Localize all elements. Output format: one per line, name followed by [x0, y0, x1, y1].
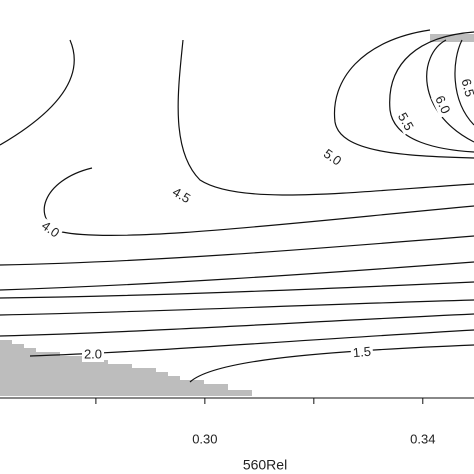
masked-region — [430, 34, 474, 42]
x-tick-label: 0.34 — [410, 431, 435, 446]
x-tick-label: 0.30 — [192, 431, 217, 446]
contour-line — [43, 167, 474, 237]
contour-line — [29, 329, 474, 357]
contour-label-bg — [167, 184, 195, 208]
contour-label: 5.0 — [321, 146, 344, 169]
contour-label: 4.0 — [39, 218, 62, 241]
x-axis-label: 560Rel — [243, 457, 287, 473]
contour-line — [177, 39, 474, 196]
contour-label-bg — [457, 75, 474, 101]
contour-label: 6.0 — [432, 93, 453, 116]
contour-label: 6.5 — [458, 77, 474, 98]
contour-line — [333, 29, 474, 159]
contour-label-bg — [36, 217, 64, 243]
contour-line — [426, 39, 474, 143]
contour-label: 1.5 — [352, 344, 371, 361]
contour-line — [189, 344, 474, 383]
contour-label-bg — [393, 108, 417, 136]
contour-label-bg — [318, 145, 346, 171]
contour-line — [454, 39, 474, 126]
masked-region — [0, 340, 252, 396]
contour-label-bg — [82, 348, 104, 362]
contour-lines: 6.56.05.55.04.54.02.0 1.5 — [29, 29, 474, 383]
unlabeled-contours — [0, 39, 474, 337]
contour-label-bg — [431, 92, 453, 118]
contour-line — [389, 31, 474, 153]
contour-label: 2.0 — [84, 346, 102, 361]
contour-label-bg — [350, 345, 374, 361]
